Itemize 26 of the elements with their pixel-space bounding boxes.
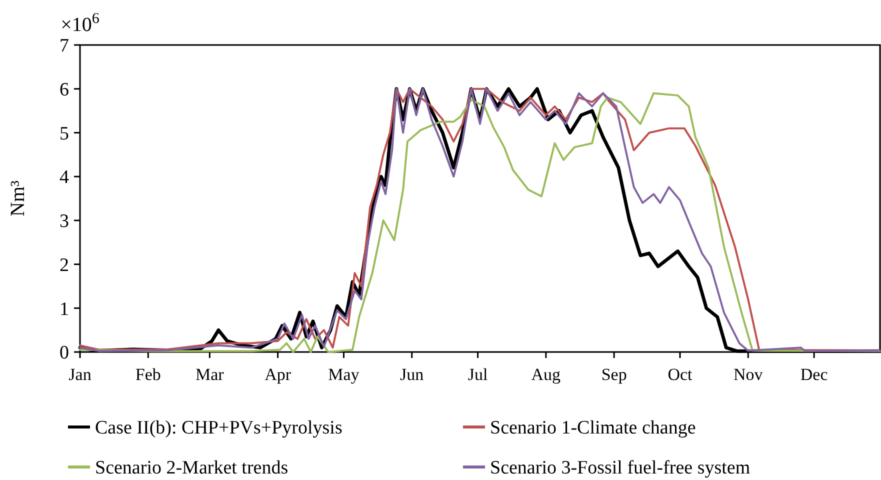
- y-axis-title: Nm³: [7, 180, 29, 216]
- x-tick-label: Jul: [468, 365, 488, 384]
- legend-label: Scenario 1-Climate change: [490, 418, 696, 439]
- y-tick-label: 6: [60, 80, 69, 101]
- legend-label: Scenario 2-Market trends: [95, 458, 288, 479]
- x-tick-label: Nov: [733, 365, 764, 384]
- y-tick-label: 1: [60, 298, 69, 320]
- x-tick-label: Feb: [135, 365, 161, 384]
- text: ×10$^{6}$: [60, 11, 100, 36]
- x-tick-label: Sep: [601, 365, 627, 384]
- x-tick-label: Mar: [196, 365, 224, 384]
- x-tick-label: Aug: [531, 365, 562, 384]
- y-tick-label: 5: [60, 123, 69, 144]
- x-tick-label: May: [328, 365, 360, 384]
- x-tick-label: Jun: [400, 365, 424, 384]
- x-tick-label: Oct: [668, 365, 693, 384]
- x-tick-label: Dec: [800, 365, 828, 384]
- y-tick-label: 4: [60, 167, 70, 188]
- y-tick-label: 7: [60, 36, 69, 57]
- y-tick-label: 0: [60, 342, 69, 364]
- legend-label: Scenario 3-Fossil fuel-free system: [490, 458, 750, 479]
- x-tick-label: Jan: [68, 365, 92, 384]
- legend-label: Case II(b): CHP+PVs+Pyrolysis: [95, 418, 342, 439]
- y-tick-label: 3: [60, 211, 69, 232]
- x-tick-label: Apr: [264, 365, 292, 384]
- y-tick-label: 2: [60, 254, 69, 276]
